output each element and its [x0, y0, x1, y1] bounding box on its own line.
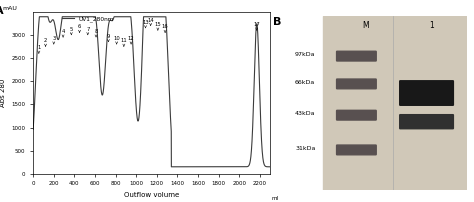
Text: B: B: [273, 17, 281, 27]
Text: 10: 10: [113, 36, 120, 44]
Legend: UV1_280nm: UV1_280nm: [60, 13, 116, 24]
FancyBboxPatch shape: [337, 51, 376, 61]
Text: 14: 14: [147, 18, 154, 25]
Text: 6: 6: [78, 24, 81, 32]
Text: 12: 12: [128, 36, 135, 44]
Text: 16: 16: [162, 24, 168, 32]
Y-axis label: Abs 280: Abs 280: [0, 79, 6, 107]
Text: 1: 1: [429, 21, 434, 30]
Text: 4: 4: [61, 29, 65, 37]
FancyBboxPatch shape: [337, 145, 376, 155]
FancyBboxPatch shape: [400, 115, 454, 129]
Text: 15: 15: [155, 22, 161, 30]
Text: ml: ml: [271, 196, 278, 201]
Bar: [323, 16, 467, 190]
Text: 43kDa: 43kDa: [295, 111, 316, 116]
Text: 11: 11: [120, 38, 127, 46]
FancyBboxPatch shape: [400, 81, 454, 105]
Text: 3: 3: [52, 36, 55, 44]
Text: 8: 8: [94, 29, 98, 37]
X-axis label: Outflow volume: Outflow volume: [124, 192, 179, 198]
FancyBboxPatch shape: [337, 79, 376, 89]
Text: 7: 7: [86, 27, 90, 35]
Text: A: A: [0, 6, 4, 16]
Text: 97kDa: 97kDa: [295, 52, 316, 57]
FancyBboxPatch shape: [337, 110, 376, 120]
Text: 13: 13: [142, 20, 149, 28]
Text: 9: 9: [107, 34, 110, 42]
Text: 66kDa: 66kDa: [295, 80, 315, 85]
Text: M: M: [362, 21, 368, 30]
Text: 1: 1: [37, 45, 41, 53]
Text: 31kDa: 31kDa: [295, 146, 315, 151]
Text: 2: 2: [44, 38, 47, 46]
Text: 5: 5: [70, 27, 73, 35]
Text: 17: 17: [254, 22, 260, 30]
Text: mAU: mAU: [2, 6, 17, 11]
